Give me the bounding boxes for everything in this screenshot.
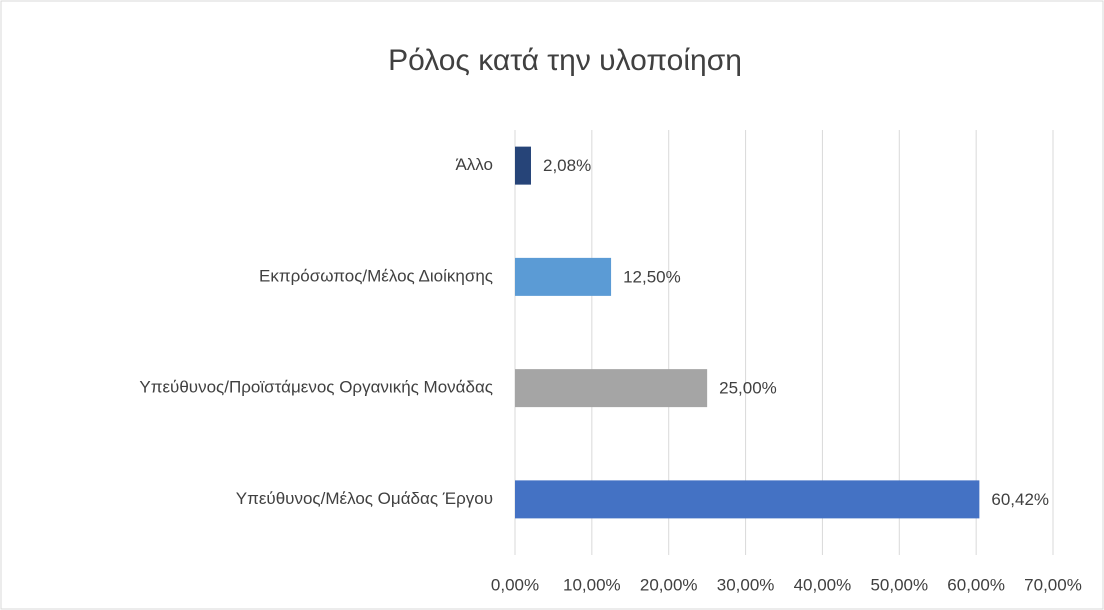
bar — [515, 257, 612, 296]
x-tick-label: 30,00% — [717, 575, 775, 594]
y-tick-label: Υπεύθυνος/Μέλος Ομάδας Έργου — [236, 489, 493, 508]
x-tick-label: 0,00% — [491, 575, 539, 594]
x-tick-label: 70,00% — [1024, 575, 1082, 594]
value-label: 12,50% — [623, 267, 681, 286]
x-tick-label: 50,00% — [870, 575, 928, 594]
value-label: 60,42% — [991, 490, 1049, 509]
x-tick-label: 40,00% — [794, 575, 852, 594]
bar — [515, 146, 531, 185]
value-label: 25,00% — [719, 379, 777, 398]
bar — [515, 369, 708, 408]
bar — [515, 480, 980, 519]
x-tick-label: 60,00% — [947, 575, 1005, 594]
x-tick-label: 10,00% — [563, 575, 621, 594]
y-tick-label: Εκπρόσωπος/Μέλος Διοίκησης — [259, 266, 493, 285]
chart-title: Ρόλος κατά την υλοποίηση — [388, 44, 742, 77]
y-tick-label: Υπεύθυνος/Προϊστάμενος Οργανικής Μονάδας — [139, 378, 493, 397]
value-label: 2,08% — [543, 156, 591, 175]
x-tick-label: 20,00% — [640, 575, 698, 594]
y-tick-label: Άλλο — [455, 155, 493, 174]
